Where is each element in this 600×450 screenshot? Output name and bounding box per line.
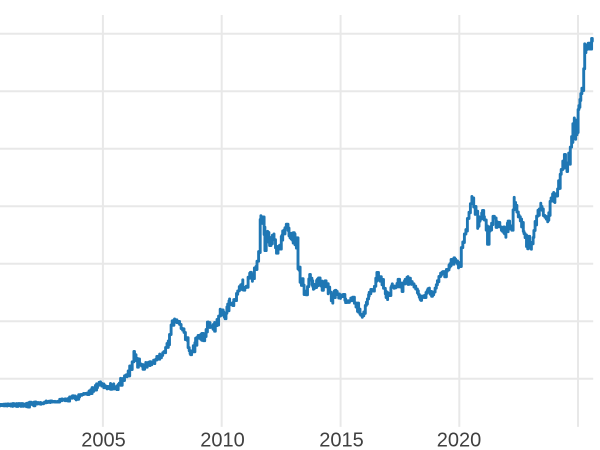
svg-text:2005: 2005 [81,430,126,450]
svg-text:2020: 2020 [437,430,482,450]
svg-text:2015: 2015 [319,430,364,450]
svg-text:2010: 2010 [200,430,245,450]
